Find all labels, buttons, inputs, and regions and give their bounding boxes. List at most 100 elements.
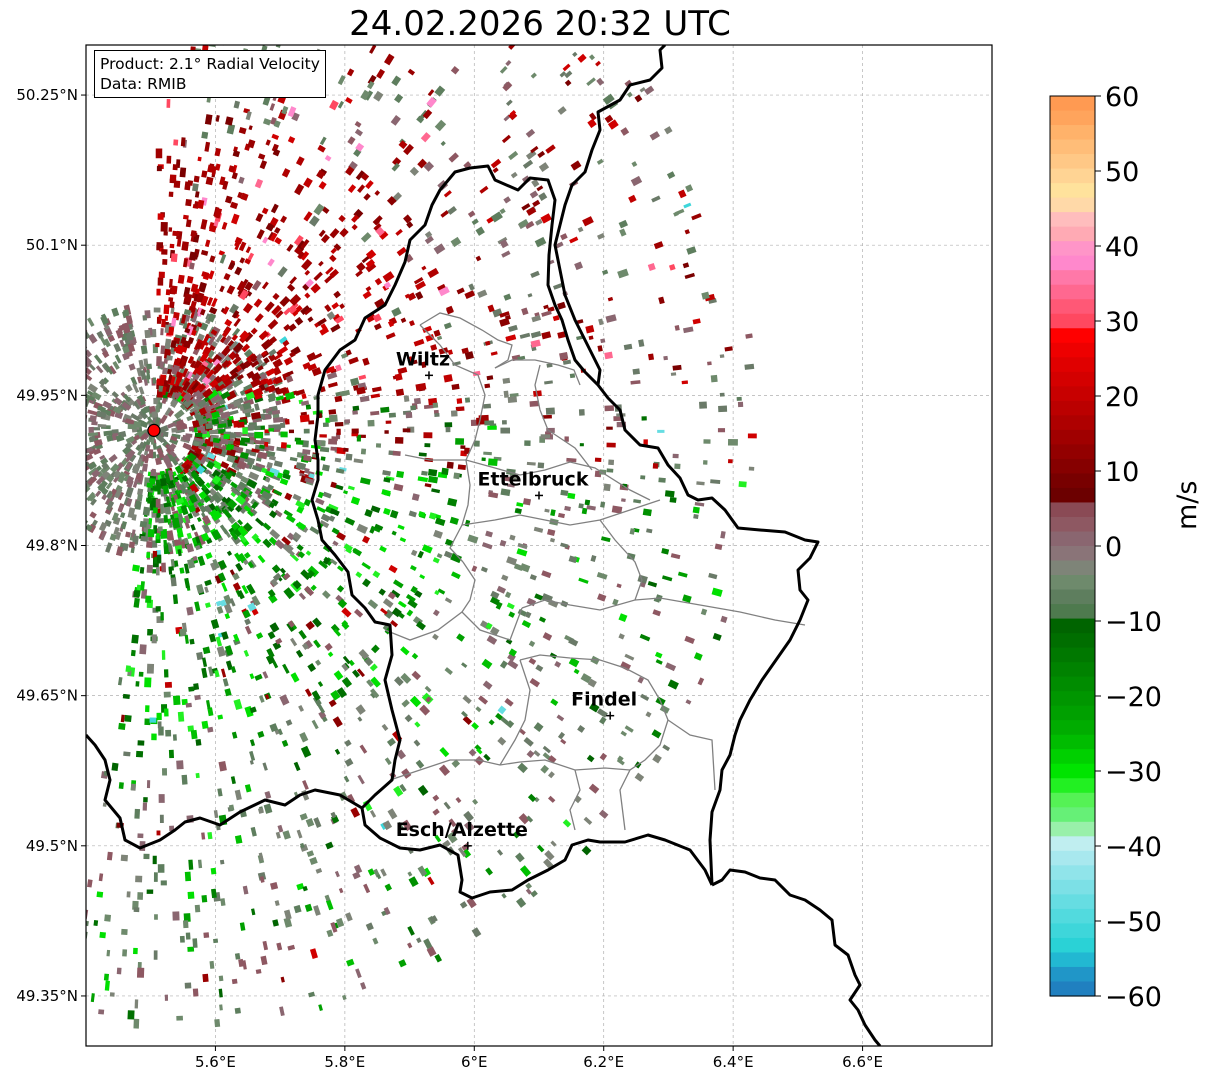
echo-bin xyxy=(372,570,381,579)
echo-bin xyxy=(396,749,407,760)
echo-bin xyxy=(214,207,223,219)
echo-bin xyxy=(188,686,195,692)
echo-bin xyxy=(450,571,461,580)
echo-bin xyxy=(257,871,267,881)
echo-bin xyxy=(156,712,162,721)
echo-bin xyxy=(224,195,233,204)
echo-bin xyxy=(170,577,177,587)
echo-bin xyxy=(287,620,295,628)
echo-bin xyxy=(534,312,540,317)
echo-bin xyxy=(279,694,290,706)
echo-bin xyxy=(224,318,233,327)
echo-bin xyxy=(602,93,615,105)
echo-bin xyxy=(268,348,277,357)
echo-bin xyxy=(519,332,531,339)
echo-bin xyxy=(394,373,403,381)
echo-bin xyxy=(510,171,518,179)
clutter-bin xyxy=(89,435,96,443)
echo-bin xyxy=(383,477,391,483)
echo-bin xyxy=(232,572,240,581)
echo-bin xyxy=(332,540,339,547)
echo-bin xyxy=(234,241,241,251)
city-wiltz: Wiltz xyxy=(396,348,450,380)
clutter-bin xyxy=(115,434,123,442)
echo-bin xyxy=(225,471,233,480)
echo-bin xyxy=(391,162,400,172)
echo-bin xyxy=(301,642,309,650)
echo-bin xyxy=(300,569,312,581)
echo-bin xyxy=(485,530,493,538)
echo-bin xyxy=(344,758,354,767)
clutter-bin xyxy=(101,493,108,501)
echo-bin xyxy=(205,369,215,379)
echo-bin xyxy=(243,522,253,533)
echo-bin xyxy=(177,549,182,557)
echo-bin xyxy=(163,669,169,678)
echo-bin xyxy=(187,891,195,899)
colorbar-segment xyxy=(1050,96,1095,112)
echo-bin xyxy=(215,636,223,647)
echo-bin xyxy=(201,894,208,903)
echo-bin xyxy=(367,419,375,427)
echo-bin xyxy=(350,377,360,386)
echo-bin xyxy=(192,254,199,260)
echo-bin xyxy=(213,8,218,15)
echo-bin xyxy=(283,917,293,928)
echo-bin xyxy=(317,317,327,326)
colorbar-segment xyxy=(1050,125,1095,141)
echo-bin xyxy=(311,719,319,730)
echo-bin xyxy=(600,501,606,508)
clutter-bin xyxy=(169,450,177,458)
clutter-bin xyxy=(63,442,73,449)
echo-bin xyxy=(302,283,310,291)
echo-bin xyxy=(176,1015,183,1021)
echo-bin xyxy=(365,180,374,190)
echo-bin xyxy=(306,850,315,858)
echo-bin xyxy=(186,532,193,540)
echo-bin xyxy=(460,445,466,449)
echo-bin xyxy=(152,550,158,559)
echo-bin xyxy=(633,499,642,504)
clutter-bin xyxy=(130,413,141,422)
echo-bin xyxy=(499,660,508,669)
clutter-bin xyxy=(164,407,172,417)
clutter-bin xyxy=(70,334,77,341)
clutter-bin xyxy=(97,484,106,493)
echo-bin xyxy=(206,296,214,306)
echo-bin xyxy=(401,819,413,832)
echo-bin xyxy=(500,488,511,497)
clutter-bin xyxy=(222,335,232,346)
echo-bin xyxy=(522,159,534,169)
echo-bin xyxy=(146,780,151,789)
echo-bin xyxy=(170,558,175,568)
clutter-bin xyxy=(69,339,76,346)
echo-bin xyxy=(385,332,396,340)
echo-bin xyxy=(334,421,344,427)
echo-bin xyxy=(201,170,208,178)
echo-bin xyxy=(576,319,584,325)
echo-bin xyxy=(406,221,414,229)
echo-bin xyxy=(666,171,676,180)
echo-bin xyxy=(223,505,231,514)
echo-bin xyxy=(231,487,242,497)
echo-bin xyxy=(436,335,443,341)
echo-bin xyxy=(124,714,132,723)
echo-bin xyxy=(388,564,398,574)
echo-bin xyxy=(207,726,214,733)
echo-bin xyxy=(172,164,178,171)
echo-bin xyxy=(639,86,646,93)
echo-bin xyxy=(307,363,317,372)
echo-bin xyxy=(717,428,726,433)
echo-bin xyxy=(272,424,282,430)
echo-bin xyxy=(324,154,332,162)
echo-bin xyxy=(219,398,226,406)
echo-bin xyxy=(360,982,367,990)
echo-bin xyxy=(259,160,268,170)
echo-bin xyxy=(300,305,311,315)
product-label: Product: 2.1° Radial Velocity xyxy=(100,55,320,73)
echo-bin xyxy=(508,111,518,121)
clutter-bin xyxy=(78,338,86,346)
colorbar-tick-label: 20 xyxy=(1105,382,1139,413)
echo-bin xyxy=(434,589,440,596)
echo-bin xyxy=(347,793,356,804)
